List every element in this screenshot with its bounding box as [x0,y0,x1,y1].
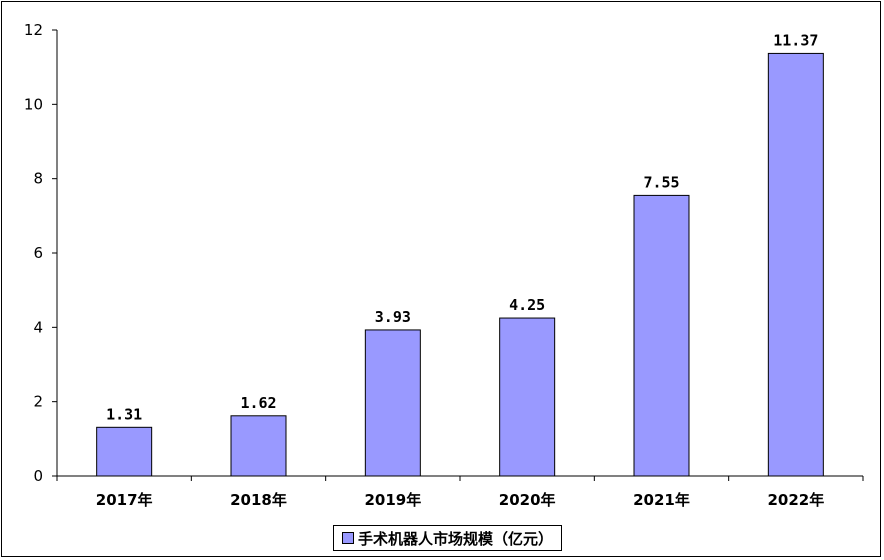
x-tick-label: 2022年 [767,491,824,509]
x-tick-label: 2021年 [633,491,690,509]
data-label: 3.93 [375,308,411,326]
bar [767,52,824,477]
legend-label: 手术机器人市场规模（亿元） [358,529,554,548]
legend-swatch [342,532,354,544]
y-tick-label: 6 [33,244,43,262]
x-tick-label: 2020年 [499,491,556,509]
bar [96,426,153,477]
x-tick-label: 2017年 [96,491,153,509]
y-tick-label: 10 [24,95,43,113]
data-label: 7.55 [643,173,679,191]
x-tick-label: 2018年 [230,491,287,509]
y-tick-label: 0 [33,467,43,485]
x-tick-label: 2019年 [364,491,421,509]
data-label: 1.62 [240,394,276,412]
bar [633,194,690,477]
legend: 手术机器人市场规模（亿元） [333,525,563,551]
data-label: 11.37 [773,31,818,49]
y-tick-label: 2 [33,393,43,411]
y-tick-label: 12 [24,21,43,39]
bar [499,317,556,477]
bar [230,415,287,477]
y-tick-label: 4 [33,318,43,336]
data-label: 1.31 [106,405,142,423]
bar [364,329,421,477]
data-label: 4.25 [509,296,545,314]
y-tick-label: 8 [33,170,43,188]
